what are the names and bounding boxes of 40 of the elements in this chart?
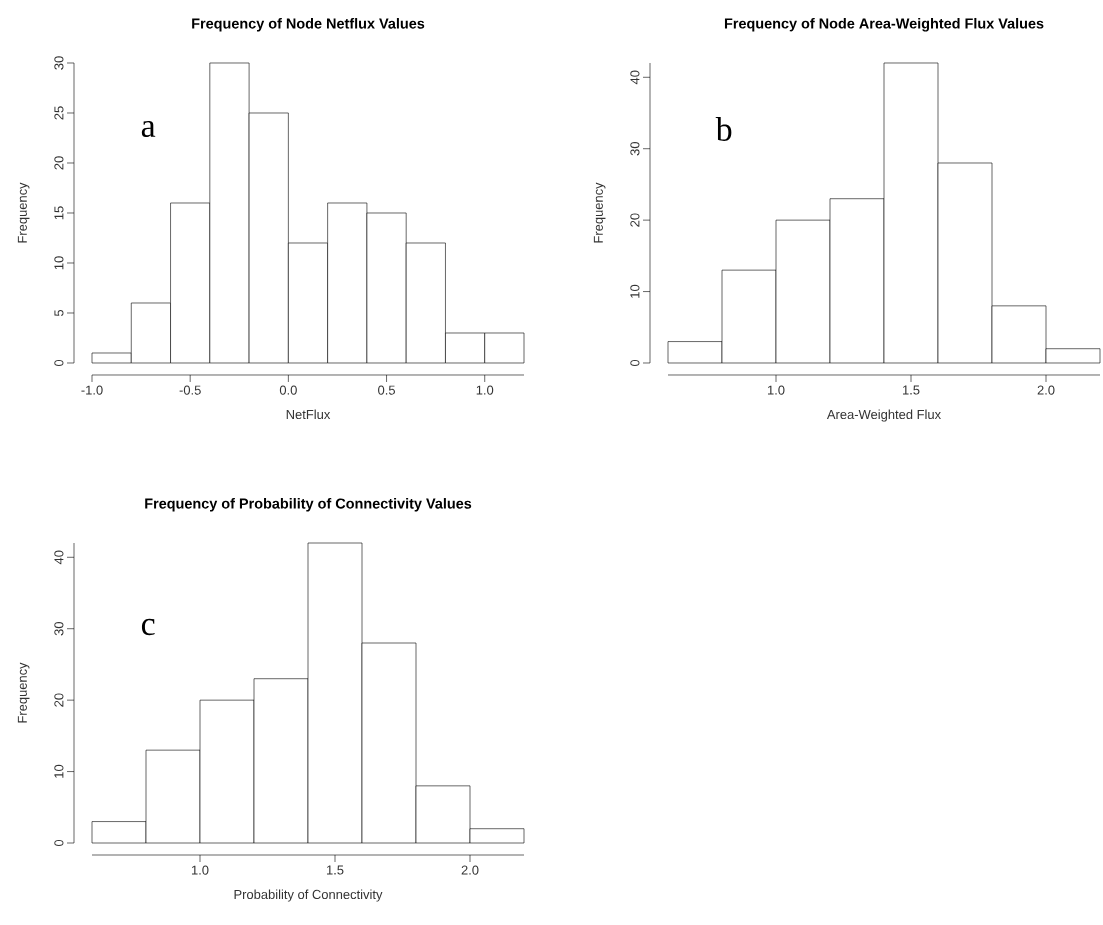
- y-tick-label: 20: [54, 693, 64, 707]
- x-axis-title: NetFlux: [286, 409, 331, 420]
- y-tick-label: 30: [630, 142, 640, 156]
- x-tick-label: 2.0: [461, 865, 479, 875]
- y-tick-label: 10: [54, 256, 64, 270]
- y-tick-label: 0: [630, 359, 640, 367]
- y-tick-label: 10: [630, 284, 640, 298]
- chart-title: Frequency of Probability of Connectivity Values: [145, 498, 472, 512]
- chart-title: Frequency of Node Netflux Values: [192, 18, 425, 32]
- x-axis-title: Area-Weighted Flux: [826, 409, 941, 422]
- y-tick-label: 0: [54, 359, 64, 367]
- x-tick-label: 1.5: [902, 385, 920, 395]
- y-tick-label: 40: [630, 70, 640, 85]
- x-tick-label: 1.0: [476, 385, 494, 395]
- x-tick-label: 2.0: [1037, 385, 1055, 395]
- y-tick-label: 20: [630, 213, 640, 227]
- x-tick-label: 1.5: [326, 865, 344, 875]
- y-axis-title: Frequency: [17, 182, 30, 243]
- y-tick-label: 25: [54, 106, 64, 120]
- annotation: b: [715, 117, 732, 141]
- y-tick-label: 20: [54, 156, 64, 170]
- y-tick-label: 10: [54, 764, 64, 778]
- annotation: a: [141, 120, 156, 138]
- y-tick-label: 40: [54, 550, 64, 565]
- x-tick-label: -0.5: [179, 385, 201, 395]
- annotation: c: [141, 618, 155, 636]
- x-tick-label: 0.0: [279, 385, 297, 395]
- y-tick-label: 15: [54, 206, 64, 220]
- x-tick-label: 0.5: [378, 385, 395, 395]
- y-axis-title: Frequency: [593, 182, 606, 243]
- x-axis-title: Probability of Connectivity: [234, 889, 383, 902]
- y-tick-label: 0: [54, 839, 64, 847]
- x-tick-label: -1.0: [81, 385, 103, 395]
- y-tick-label: 30: [54, 56, 64, 70]
- chart-title: Frequency of Node Area-Weighted Flux Values: [724, 17, 1044, 32]
- y-tick-label: 5: [54, 309, 64, 317]
- x-tick-label: 1.0: [767, 385, 785, 395]
- y-axis-title: Frequency: [17, 662, 30, 723]
- x-tick-label: 1.0: [191, 865, 209, 875]
- y-tick-label: 30: [54, 622, 64, 636]
